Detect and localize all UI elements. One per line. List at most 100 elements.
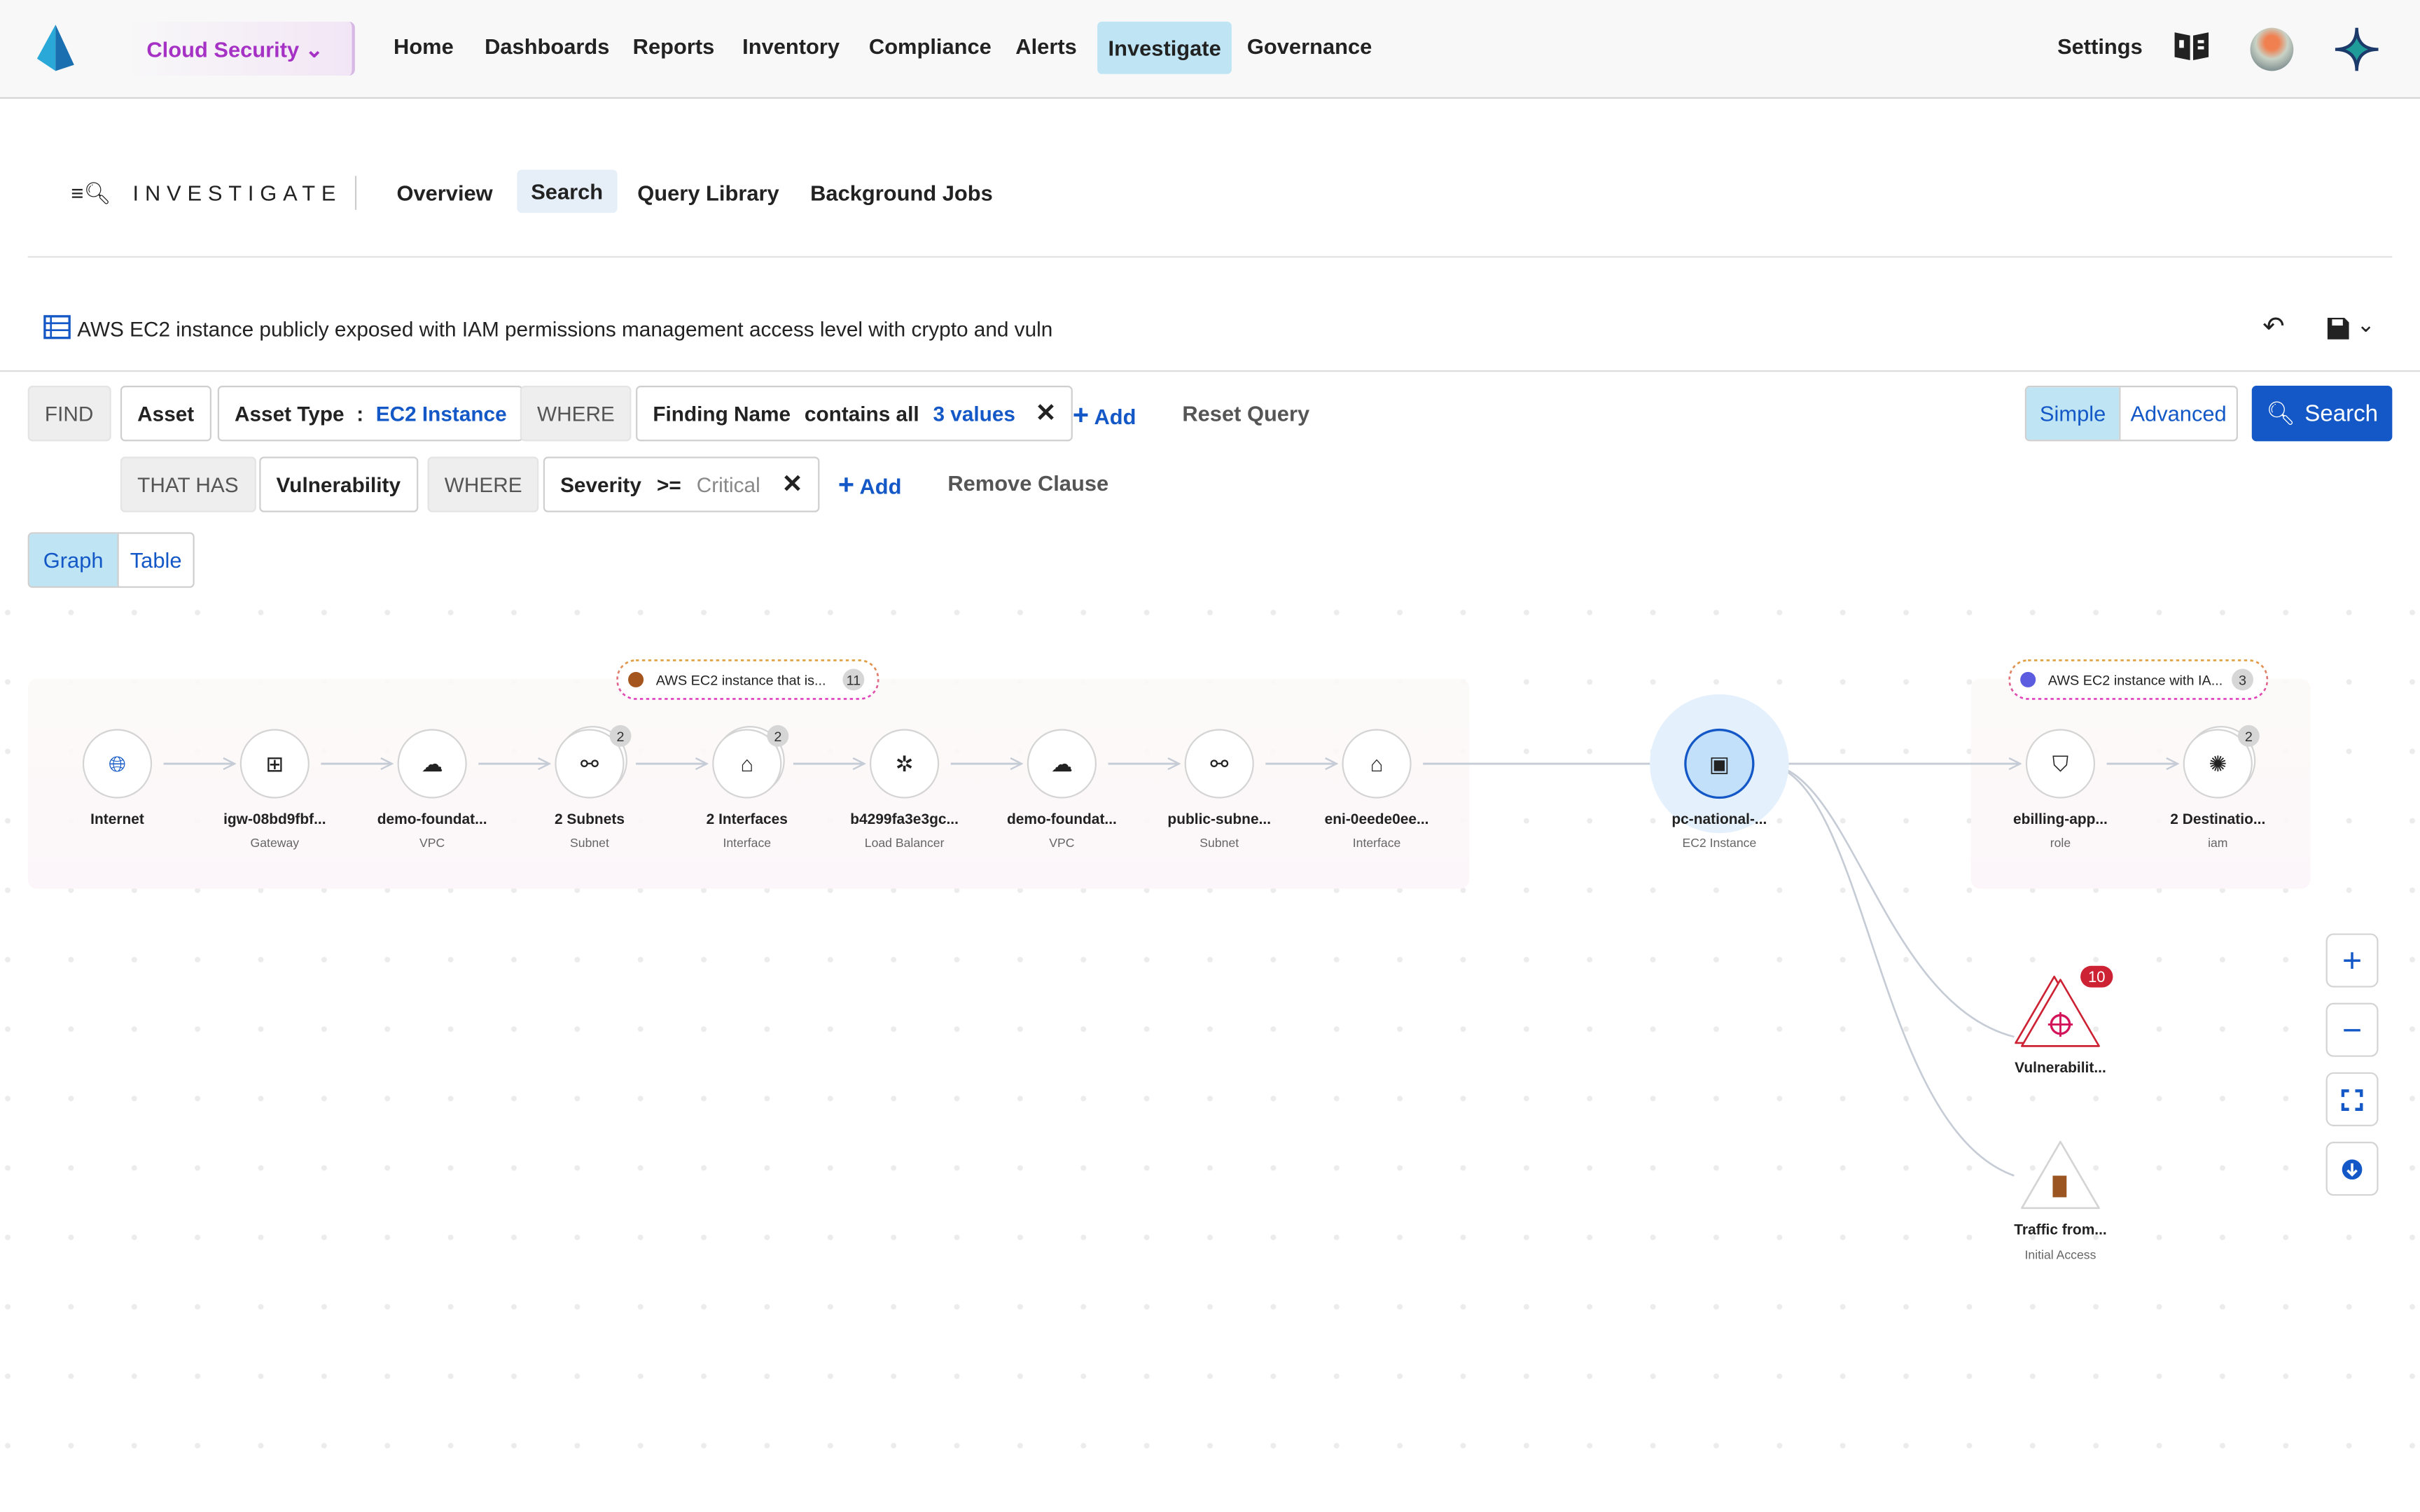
nav-home[interactable]: Home xyxy=(394,34,454,59)
node-label: b4299fa3e3gc... xyxy=(850,811,959,827)
group-label[interactable]: AWS EC2 instance with IA... 3 xyxy=(2008,659,2269,700)
settings-link[interactable]: Settings xyxy=(2057,34,2143,59)
graph-node[interactable]: ⌂ 2 2 Interfaces Interface xyxy=(707,724,789,850)
node-type: role xyxy=(2050,836,2071,850)
node-type: Interface xyxy=(723,836,771,850)
product-switcher[interactable]: Cloud Security ⌄ xyxy=(123,21,355,76)
table-view-button[interactable]: Table xyxy=(117,533,193,587)
graph-node[interactable]: ⚯ 2 2 Subnets Subnet xyxy=(555,724,632,850)
tab-overview[interactable]: Overview xyxy=(396,180,493,206)
node-type: Subnet xyxy=(1199,836,1239,850)
node-type: Subnet xyxy=(570,836,609,850)
search-icon: 🔍︎ xyxy=(2266,401,2296,428)
where-keyword: WHERE xyxy=(520,386,632,442)
top-nav: Cloud Security ⌄ Home Dashboards Reports… xyxy=(0,0,2420,99)
add-filter-button[interactable]: + Add xyxy=(1072,399,1136,430)
shield-user-icon: ⛉ xyxy=(2052,752,2068,776)
view-toggle: Graph Table xyxy=(27,532,195,588)
minus-icon: − xyxy=(2342,1009,2363,1049)
nav-alerts[interactable]: Alerts xyxy=(1015,34,1077,59)
group-title: AWS EC2 instance that is... xyxy=(656,673,826,689)
remove-clause-button[interactable]: Remove Clause xyxy=(947,470,1109,496)
graph-edge xyxy=(1767,762,2015,1038)
globe-icon: 🌐︎ xyxy=(109,752,126,776)
node-type: Gateway xyxy=(251,836,300,850)
advanced-mode-button[interactable]: Advanced xyxy=(2119,387,2237,440)
nav-investigate[interactable]: Investigate xyxy=(1097,21,1232,74)
tab-search[interactable]: Search xyxy=(517,169,617,214)
severity-filter[interactable]: Severity >= Critical ✕ xyxy=(543,456,820,512)
finding-label: Vulnerabilit... xyxy=(2015,1060,2106,1076)
nav-compliance[interactable]: Compliance xyxy=(868,34,992,59)
asset-type-chip[interactable]: Asset Type: EC2 Instance xyxy=(217,386,524,442)
assistant-sparkle-icon[interactable] xyxy=(2335,27,2379,71)
graph-canvas[interactable]: AWS EC2 instance that is... 11 AWS EC2 ins… xyxy=(0,601,2420,1512)
chevron-down-icon: ⌄ xyxy=(305,36,324,62)
node-label: ebilling-app... xyxy=(2013,811,2108,827)
user-avatar[interactable] xyxy=(2250,27,2294,71)
asset-chip[interactable]: Asset xyxy=(120,386,211,442)
burst-icon: ✺ xyxy=(2209,752,2227,776)
docs-book-icon[interactable] xyxy=(2173,29,2210,66)
graph-node[interactable]: ☁ demo-foundat... VPC xyxy=(1007,729,1117,850)
iam-group-icon xyxy=(2020,671,2036,687)
fullscreen-icon xyxy=(2341,1088,2363,1110)
close-icon[interactable]: ✕ xyxy=(1035,401,1057,428)
cloud-icon: ☁ xyxy=(422,752,443,776)
divider xyxy=(354,176,357,210)
app-logo[interactable] xyxy=(34,24,77,74)
nav-inventory[interactable]: Inventory xyxy=(742,34,840,59)
graph-node[interactable]: ▣ pc-national-... EC2 Instance xyxy=(1650,694,1789,850)
plus-icon: + xyxy=(2342,940,2363,979)
find-keyword: FIND xyxy=(27,386,111,442)
subnet-icon: ⚯ xyxy=(1210,752,1228,776)
save-icon[interactable] xyxy=(2327,318,2349,340)
tab-query-library[interactable]: Query Library xyxy=(637,180,779,206)
reset-query-button[interactable]: Reset Query xyxy=(1182,401,1310,426)
node-label: 2 Interfaces xyxy=(707,811,788,827)
nav-dashboards[interactable]: Dashboards xyxy=(485,34,610,59)
graph-node[interactable]: ⌂ eni-0eede0ee... Interface xyxy=(1325,729,1429,850)
plus-icon: + xyxy=(837,469,855,500)
zoom-in-button[interactable]: + xyxy=(2325,933,2379,988)
simple-mode-button[interactable]: Simple xyxy=(2026,387,2120,440)
query-title: AWS EC2 instance publicly exposed with I… xyxy=(77,318,1053,342)
graph-view-button[interactable]: Graph xyxy=(29,533,118,587)
nav-reports[interactable]: Reports xyxy=(632,34,715,59)
node-type: Interface xyxy=(1353,836,1401,850)
fit-view-button[interactable] xyxy=(2325,1072,2379,1126)
graph-node[interactable]: ☁ demo-foundat... VPC xyxy=(377,729,487,850)
close-icon[interactable]: ✕ xyxy=(781,472,803,498)
undo-icon[interactable]: ↶ xyxy=(2262,312,2285,342)
download-button[interactable] xyxy=(2325,1142,2379,1196)
graph-node[interactable]: ✺ 2 2 Destinatio... iam xyxy=(2170,724,2265,850)
download-icon xyxy=(2342,1158,2363,1179)
vulnerability-chip[interactable]: Vulnerability xyxy=(259,456,418,512)
node-count: 2 xyxy=(2245,729,2253,745)
graph-node[interactable]: ⛉ ebilling-app... role xyxy=(2013,729,2108,850)
node-type: Load Balancer xyxy=(865,836,945,850)
graph-node[interactable]: ✲ b4299fa3e3gc... Load Balancer xyxy=(850,729,959,850)
tab-background-jobs[interactable]: Background Jobs xyxy=(810,180,993,206)
save-chevron-down-icon[interactable]: ⌄ xyxy=(2356,312,2375,337)
node-label: 2 Subnets xyxy=(555,811,625,827)
search-button[interactable]: 🔍︎ Search xyxy=(2251,386,2393,442)
load-balancer-icon: ✲ xyxy=(896,752,914,776)
where-keyword: WHERE xyxy=(427,456,539,512)
finding-node[interactable]: Traffic from... Initial Access xyxy=(2014,1140,2107,1262)
chip-icon: ▣ xyxy=(1709,752,1730,776)
graph-node[interactable]: 🌐︎ Internet xyxy=(82,729,153,827)
graph-node[interactable]: ⚯ public-subne... Subnet xyxy=(1167,729,1271,850)
nav-governance[interactable]: Governance xyxy=(1246,34,1372,59)
divider xyxy=(0,370,2420,372)
group-label[interactable]: AWS EC2 instance that is... 11 xyxy=(616,659,879,700)
zoom-out-button[interactable]: − xyxy=(2325,1002,2379,1057)
add-filter-button[interactable]: + Add xyxy=(837,469,902,500)
node-type: iam xyxy=(2208,836,2227,850)
finding-name-filter[interactable]: Finding Name contains all 3 values ✕ xyxy=(636,386,1073,442)
divider xyxy=(27,255,2393,258)
finding-node[interactable]: 10 Vulnerabilit... xyxy=(2015,965,2113,1076)
group-title: AWS EC2 instance with IA... xyxy=(2048,673,2223,689)
graph-node[interactable]: ⊞ igw-08bd9fbf... Gateway xyxy=(223,729,326,850)
plus-icon: + xyxy=(1072,399,1090,430)
